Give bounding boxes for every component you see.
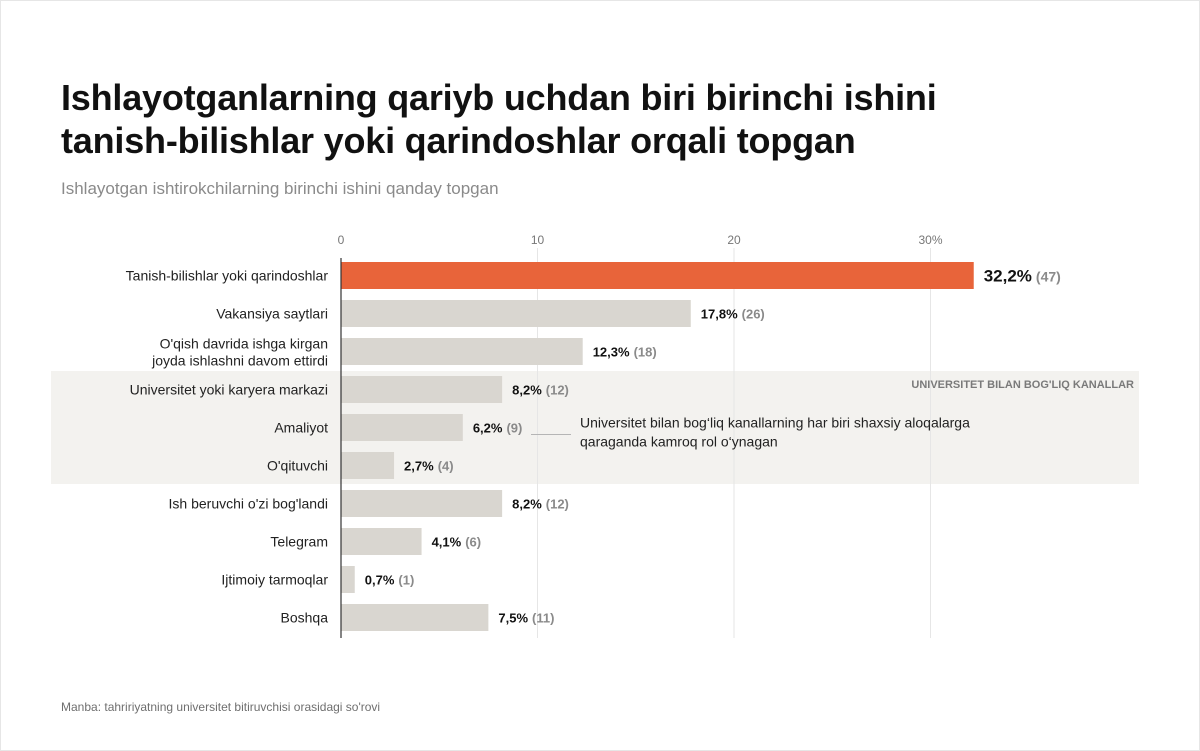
- value-count: (9): [506, 421, 522, 436]
- bar: [341, 376, 503, 403]
- chart-title-line-2: tanish-bilishlar yoki qarindoshlar orqal…: [61, 120, 856, 161]
- value-count: (12): [546, 497, 569, 512]
- annotation-text: qaraganda kamroq rol o‘ynagan: [580, 434, 778, 450]
- x-tick-label: 10: [531, 233, 545, 247]
- category-label: Vakansiya saytlari: [216, 306, 328, 322]
- value-label: 8,2% (12): [512, 497, 569, 512]
- value-label: 12,3% (18): [593, 345, 657, 360]
- value-count: (6): [465, 535, 481, 550]
- value-percent: 8,2%: [512, 497, 542, 512]
- bar: [341, 262, 974, 289]
- category-label: joyda ishlashni davom ettirdi: [151, 353, 328, 369]
- value-label: 6,2% (9): [473, 421, 523, 436]
- category-label: Tanish-bilishlar yoki qarindoshlar: [126, 268, 329, 284]
- value-percent: 6,2%: [473, 421, 503, 436]
- value-label: 8,2% (12): [512, 383, 569, 398]
- bar: [341, 528, 422, 555]
- x-tick-label: 20: [727, 233, 741, 247]
- source-note: Manba: tahririyatning universitet bitiru…: [61, 700, 381, 714]
- x-tick-label: 30%: [918, 233, 942, 247]
- category-label: Ijtimoiy tarmoqlar: [221, 572, 328, 588]
- bar: [341, 604, 489, 631]
- category-label: Universitet yoki karyera markazi: [130, 382, 328, 398]
- value-label: 0,7% (1): [365, 573, 415, 588]
- value-count: (11): [532, 611, 554, 626]
- category-label: Telegram: [270, 534, 328, 550]
- group-band: [51, 371, 1139, 484]
- category-label: Boshqa: [281, 610, 329, 626]
- category-label: O'qish davrida ishga kirgan: [160, 336, 328, 352]
- bar: [341, 414, 463, 441]
- value-label: 4,1% (6): [432, 535, 482, 550]
- value-count: (4): [438, 459, 454, 474]
- value-percent: 2,7%: [404, 459, 434, 474]
- value-count: (47): [1036, 269, 1061, 285]
- bar: [341, 490, 503, 517]
- value-percent: 4,1%: [432, 535, 462, 550]
- chart-title-line-1: Ishlayotganlarning qariyb uchdan biri bi…: [61, 77, 937, 118]
- value-percent: 32,2%: [984, 267, 1032, 286]
- value-label: 2,7% (4): [404, 459, 454, 474]
- bar: [341, 338, 583, 365]
- value-percent: 12,3%: [593, 345, 630, 360]
- annotation-text: Universitet bilan bog‘liq kanallarning h…: [580, 415, 970, 431]
- chart-subtitle: Ishlayotgan ishtirokchilarning birinchi …: [61, 179, 499, 198]
- bar: [341, 566, 355, 593]
- value-count: (1): [398, 573, 414, 588]
- value-percent: 8,2%: [512, 383, 542, 398]
- value-count: (26): [742, 307, 765, 322]
- category-label: O'qituvchi: [267, 458, 328, 474]
- value-label: 7,5% (11): [498, 611, 554, 626]
- chart-title: Ishlayotganlarning qariyb uchdan biri bi…: [61, 76, 1061, 162]
- category-label: Amaliyot: [274, 420, 328, 436]
- value-label: 17,8% (26): [701, 307, 765, 322]
- value-count: (18): [634, 345, 657, 360]
- value-percent: 7,5%: [498, 611, 528, 626]
- value-label: 32,2% (47): [984, 267, 1061, 286]
- value-percent: 0,7%: [365, 573, 395, 588]
- x-tick-label: 0: [338, 233, 345, 247]
- value-percent: 17,8%: [701, 307, 738, 322]
- group-label: UNIVERSITET BILAN BOG'LIQ KANALLAR: [911, 379, 1134, 391]
- category-label: Ish beruvchi o'zi bog'landi: [169, 496, 328, 512]
- value-count: (12): [546, 383, 569, 398]
- bar: [341, 300, 691, 327]
- bar: [341, 452, 395, 479]
